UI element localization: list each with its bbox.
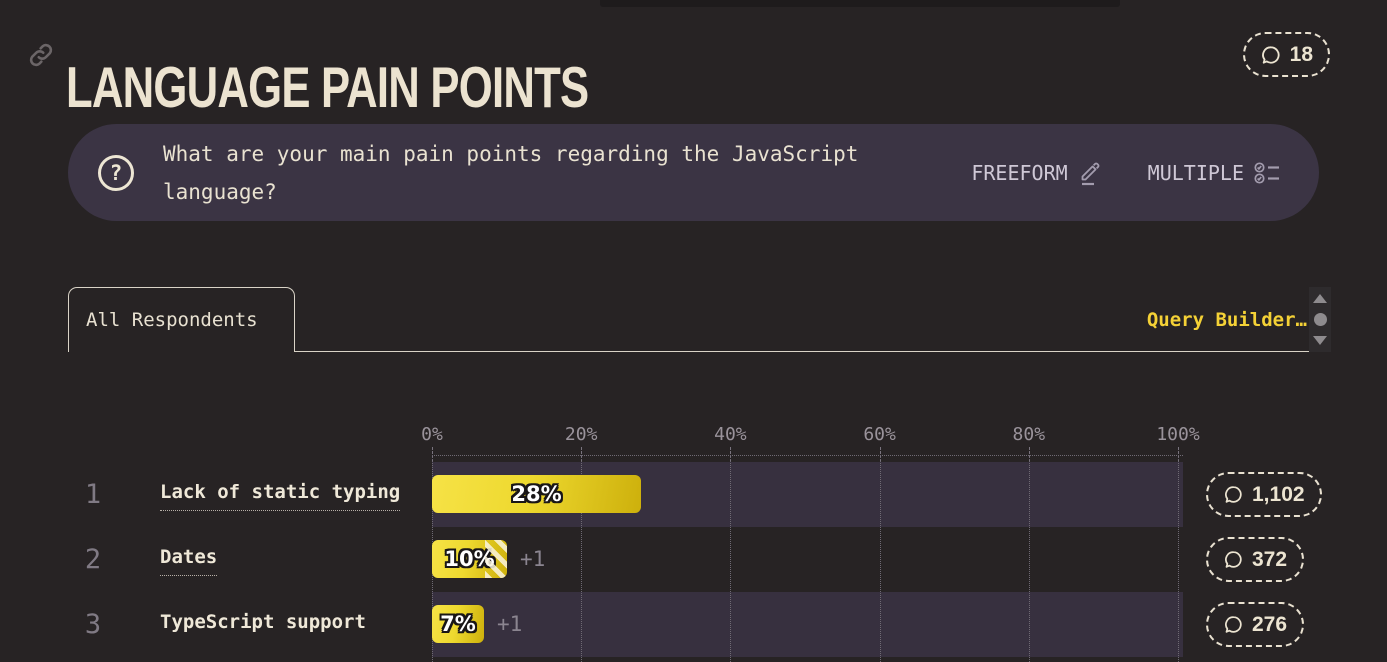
x-axis-tick-label: 40% xyxy=(714,424,747,445)
speech-bubble-icon xyxy=(1260,44,1282,66)
tabs-bar: All Respondents Query Builder… xyxy=(0,287,1387,352)
tab-label: All Respondents xyxy=(86,309,258,331)
section-comments-pill[interactable]: 18 xyxy=(1242,32,1330,77)
row-label[interactable]: TypeScript support xyxy=(160,611,366,633)
row-band xyxy=(432,592,1183,657)
question-mark-icon: ? xyxy=(98,154,134,191)
x-axis-tick xyxy=(581,447,583,462)
comments-count: 372 xyxy=(1252,547,1288,571)
top-edge-strip xyxy=(600,0,1120,7)
comments-pill[interactable]: 276 xyxy=(1206,602,1305,647)
freeform-label: FREEFORM xyxy=(971,160,1068,185)
bar[interactable]: 28% xyxy=(432,475,641,513)
question-meta: FREEFORM MULTIPLE xyxy=(971,160,1281,186)
page-title: LANGUAGE PAIN POINTS xyxy=(66,54,589,119)
x-axis-tick xyxy=(730,447,732,462)
bar-delta: +1 xyxy=(520,547,546,571)
scroll-thumb[interactable] xyxy=(1313,313,1327,326)
gridline xyxy=(879,455,881,662)
x-axis-tick-label: 80% xyxy=(1012,424,1046,445)
multiple-label: MULTIPLE xyxy=(1147,160,1244,185)
comments-count: 276 xyxy=(1252,612,1288,636)
x-axis-tick xyxy=(432,447,433,462)
tab-all-respondents[interactable]: All Respondents xyxy=(68,287,295,352)
x-axis-tick-label: 0% xyxy=(421,424,443,445)
query-builder-label: Query Builder… xyxy=(1146,308,1307,331)
row-label[interactable]: Dates xyxy=(160,546,218,576)
bar[interactable]: 10% xyxy=(432,540,507,578)
bar-stripes xyxy=(485,540,507,578)
scroll-up-icon[interactable] xyxy=(1313,294,1327,303)
row-label[interactable]: Lack of static typing xyxy=(160,481,401,511)
speech-bubble-icon xyxy=(1223,484,1244,505)
chart-row: 2 Dates 10% +1 372 xyxy=(0,527,1387,592)
question-text: What are your main pain points regarding… xyxy=(163,141,859,204)
bar-value-label: 7% xyxy=(440,612,476,636)
chart-row: 3 TypeScript support 7% +1 276 xyxy=(0,592,1387,657)
tabs-baseline xyxy=(295,351,1310,352)
x-axis-tick xyxy=(1028,447,1030,462)
speech-bubble-icon xyxy=(1223,549,1244,570)
gridline xyxy=(1178,455,1179,662)
row-rank: 2 xyxy=(84,544,102,575)
comments-count: 18 xyxy=(1289,42,1313,66)
query-builder-link[interactable]: Query Builder… xyxy=(1147,287,1307,352)
edit-pencil-icon xyxy=(1078,160,1102,186)
pain-points-bar-chart: 0% 20% 40% 60% 80% 100% 1 Lack of static typi… xyxy=(0,410,1387,662)
gridline xyxy=(581,455,583,662)
bar-delta: +1 xyxy=(497,612,523,636)
comments-pill[interactable]: 1,102 xyxy=(1206,472,1322,517)
bar[interactable]: 7% xyxy=(432,605,484,643)
x-axis-tick xyxy=(1178,447,1179,462)
plot-top-line xyxy=(432,455,1183,456)
gridline xyxy=(730,455,732,662)
chart-row: 1 Lack of static typing 28% 1,102 xyxy=(0,462,1387,527)
x-axis-tick-label: 20% xyxy=(564,424,598,445)
gridline xyxy=(1028,455,1030,662)
comments-pill[interactable]: 372 xyxy=(1206,537,1305,582)
tab-scroll-control[interactable] xyxy=(1309,287,1331,352)
comments-count: 1,102 xyxy=(1252,482,1305,506)
row-rank: 3 xyxy=(84,609,102,640)
bar-value-label: 28% xyxy=(511,482,562,506)
speech-bubble-icon xyxy=(1223,614,1244,635)
x-axis-tick xyxy=(879,447,881,462)
row-rank: 1 xyxy=(84,479,102,510)
anchor-link-icon[interactable] xyxy=(26,40,56,70)
x-axis-tick-label: 100% xyxy=(1156,424,1200,445)
checklist-icon xyxy=(1254,161,1281,184)
multiple-badge[interactable]: MULTIPLE xyxy=(1148,161,1281,185)
freeform-badge[interactable]: FREEFORM xyxy=(971,160,1101,186)
x-axis-tick-label: 60% xyxy=(863,424,896,445)
question-banner: ? What are your main pain points regardi… xyxy=(68,124,1319,221)
scroll-down-icon[interactable] xyxy=(1313,336,1327,345)
